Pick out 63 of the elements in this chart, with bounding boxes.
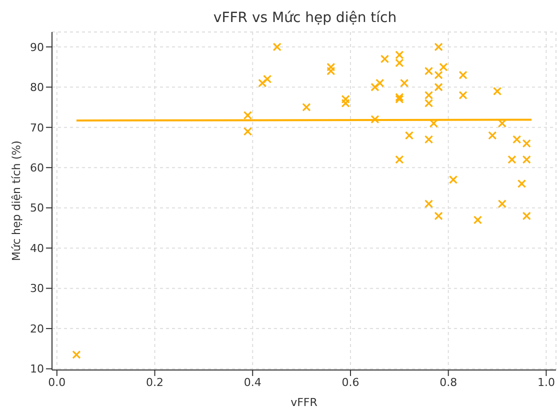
- point: [341, 94, 350, 104]
- point: [448, 175, 458, 184]
- point: [492, 86, 502, 96]
- point: [522, 155, 531, 164]
- point: [439, 62, 448, 72]
- point: [72, 350, 81, 360]
- x-tick-label: 0.4: [244, 376, 262, 389]
- point: [473, 216, 482, 224]
- point: [243, 127, 252, 136]
- point: [424, 90, 434, 100]
- point: [508, 155, 516, 164]
- point: [517, 179, 526, 188]
- x-tick-label: 0.6: [342, 376, 360, 389]
- point: [395, 50, 404, 60]
- point: [424, 98, 434, 108]
- x-axis-title: vFFR: [290, 396, 318, 409]
- point: [326, 62, 336, 72]
- point: [263, 74, 272, 84]
- point: [424, 66, 434, 76]
- point: [424, 135, 434, 144]
- point: [272, 42, 282, 52]
- point: [458, 70, 468, 80]
- y-tick-label: 10: [30, 362, 44, 376]
- x-tick-label: 0.8: [440, 376, 458, 389]
- y-tick-label: 50: [30, 202, 44, 215]
- y-tick-label: 90: [30, 40, 44, 54]
- point: [380, 54, 390, 64]
- point: [395, 94, 404, 104]
- point: [498, 200, 506, 208]
- point: [370, 82, 380, 92]
- point: [370, 115, 380, 124]
- y-tick-label: 80: [30, 81, 44, 94]
- point: [434, 82, 443, 92]
- point: [522, 139, 531, 148]
- point: [434, 42, 443, 52]
- y-tick-label: 60: [30, 162, 44, 175]
- point: [404, 131, 414, 140]
- y-axis-title: Mức hẹp diện tích (%): [10, 140, 23, 261]
- x-tick-label: 0.2: [146, 376, 164, 389]
- point: [376, 78, 384, 88]
- point: [341, 98, 350, 108]
- point: [395, 92, 404, 102]
- x-tick-label: 1.0: [537, 376, 555, 389]
- point: [424, 200, 434, 208]
- y-tick-label: 70: [30, 121, 44, 134]
- point: [258, 78, 267, 88]
- y-tick-label: 40: [30, 242, 44, 255]
- point: [400, 78, 409, 88]
- point: [243, 110, 252, 120]
- point: [434, 70, 443, 80]
- x-tick-label: 0.0: [48, 376, 66, 389]
- point: [458, 90, 468, 100]
- point: [488, 131, 497, 140]
- point: [434, 212, 443, 220]
- point: [302, 102, 311, 112]
- chart-title: vFFR vs Mức hẹp diện tích: [212, 10, 398, 26]
- point: [326, 66, 336, 76]
- y-tick-label: 20: [30, 322, 44, 336]
- point: [522, 212, 531, 220]
- point: [512, 135, 522, 144]
- point: [395, 58, 404, 68]
- y-tick-label: 30: [30, 282, 44, 296]
- point: [395, 155, 404, 164]
